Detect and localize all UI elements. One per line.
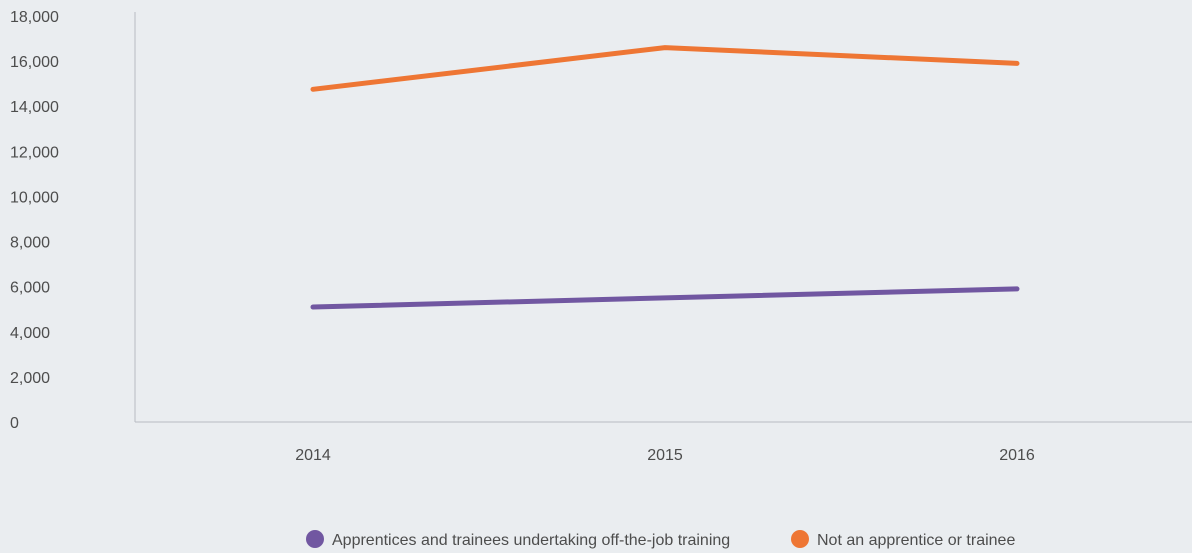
series-lines: [310, 45, 1020, 310]
x-tick-label: 2014: [295, 447, 331, 464]
y-tick-label: 8,000: [10, 235, 50, 252]
y-tick-label: 12,000: [10, 144, 59, 161]
legend-marker-2: [791, 530, 809, 548]
y-tick-label: 6,000: [10, 280, 50, 297]
y-tick-label: 4,000: [10, 325, 50, 342]
legend-label-2: Not an apprentice or trainee: [817, 532, 1015, 549]
y-tick-label: 16,000: [10, 54, 59, 71]
series-line-2: [310, 45, 1020, 92]
x-tick-label: 2016: [999, 447, 1035, 464]
x-tick-label: 2015: [647, 447, 683, 464]
legend-label-1: Apprentices and trainees undertaking off…: [332, 532, 730, 549]
y-tick-label: 14,000: [10, 99, 59, 116]
axes: [134, 12, 1192, 423]
legend-marker-1: [306, 530, 324, 548]
x-axis-tick-labels: 2014 2015 2016: [295, 447, 1035, 464]
y-tick-label: 0: [10, 415, 19, 432]
y-axis-tick-labels: 0 2,000 4,000 6,000 8,000 10,000 12,000 14,000 1…: [10, 9, 59, 432]
y-tick-label: 10,000: [10, 189, 59, 206]
y-tick-label: 18,000: [10, 9, 59, 26]
y-tick-label: 2,000: [10, 370, 50, 387]
series-line-1: [310, 286, 1020, 310]
legend: Apprentices and trainees undertaking off…: [306, 530, 1015, 549]
